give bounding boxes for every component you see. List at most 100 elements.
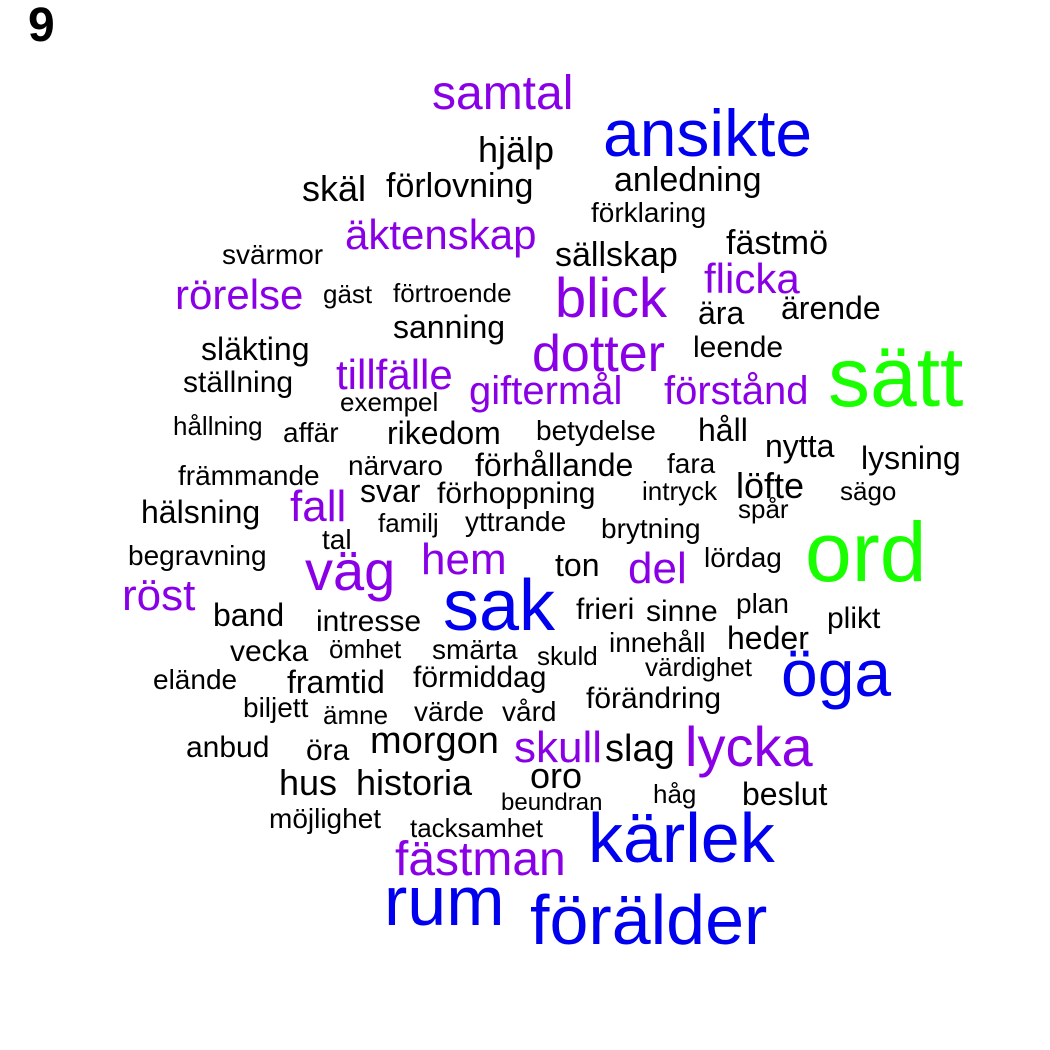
- word-59: hälsning: [141, 494, 261, 530]
- word-31: fästmö: [726, 224, 829, 262]
- word-12: rörelse: [175, 271, 304, 318]
- word-42: exempel: [340, 387, 439, 417]
- word-53: fara: [667, 448, 716, 479]
- word-24: lycka: [685, 715, 813, 778]
- word-85: ämne: [323, 700, 389, 730]
- word-54: svar: [360, 473, 421, 509]
- word-69: intresse: [316, 605, 422, 638]
- word-38: sanning: [393, 309, 506, 345]
- word-64: brytning: [601, 513, 701, 544]
- word-76: smärta: [432, 634, 518, 665]
- word-15: tillfälle: [336, 351, 453, 398]
- word-3: ansikte: [603, 96, 813, 170]
- word-61: yttrande: [465, 506, 567, 537]
- word-14: dotter: [532, 325, 665, 383]
- word-75: ömhet: [329, 634, 402, 664]
- word-83: värdighet: [645, 652, 752, 682]
- word-13: blick: [555, 266, 668, 329]
- word-29: anledning: [614, 161, 762, 199]
- word-22: röst: [122, 571, 196, 620]
- word-4: sak: [443, 566, 556, 646]
- word-96: beundran: [501, 789, 603, 816]
- word-89: anbud: [186, 731, 270, 764]
- word-94: hus: [279, 762, 338, 803]
- word-37: ärende: [781, 290, 881, 326]
- word-88: förändring: [586, 682, 722, 715]
- word-65: begravning: [128, 540, 267, 571]
- word-92: slag: [605, 728, 675, 770]
- panel-number: 9: [28, 0, 55, 52]
- word-93: oro: [530, 755, 583, 796]
- word-36: ära: [698, 295, 745, 331]
- word-11: flicka: [704, 255, 800, 302]
- word-39: släkting: [201, 331, 310, 367]
- word-63: tal: [322, 524, 352, 555]
- word-80: elände: [153, 664, 238, 695]
- word-60: familj: [378, 508, 439, 538]
- word-49: lysning: [861, 440, 961, 476]
- word-16: giftermål: [469, 369, 623, 413]
- word-57: löfte: [736, 465, 805, 506]
- word-44: affär: [283, 417, 339, 448]
- word-45: rikedom: [387, 415, 501, 451]
- word-62: spår: [738, 494, 789, 524]
- word-27: skäl: [302, 168, 367, 209]
- word-72: plan: [736, 588, 789, 619]
- word-67: lördag: [704, 542, 782, 573]
- word-5: öga: [781, 636, 892, 710]
- word-78: innehåll: [609, 627, 706, 658]
- word-23: skull: [514, 723, 603, 772]
- word-74: vecka: [230, 635, 309, 668]
- word-86: värde: [414, 696, 485, 727]
- word-91: morgon: [370, 720, 499, 762]
- word-99: möjlighet: [269, 803, 382, 834]
- word-100: tacksamhet: [410, 813, 543, 843]
- word-26: hjälp: [478, 129, 555, 170]
- word-68: band: [213, 597, 285, 633]
- word-19: väg: [305, 539, 396, 602]
- word-28: förlovning: [386, 167, 534, 205]
- word-51: närvaro: [348, 450, 443, 481]
- word-97: håg: [653, 779, 697, 809]
- word-71: sinne: [646, 595, 718, 628]
- word-47: håll: [698, 412, 748, 448]
- word-87: vård: [502, 696, 557, 727]
- word-84: biljett: [243, 692, 309, 723]
- word-25: fästman: [395, 833, 566, 886]
- word-95: historia: [356, 762, 473, 803]
- word-48: nytta: [765, 428, 835, 464]
- word-30: förklaring: [591, 197, 707, 228]
- word-21: del: [628, 544, 687, 593]
- word-43: hållning: [173, 411, 263, 441]
- word-55: förhoppning: [437, 477, 596, 510]
- word-79: heder: [727, 620, 809, 656]
- word-58: sägo: [840, 476, 897, 506]
- word-18: fall: [290, 482, 347, 531]
- word-50: främmande: [178, 460, 320, 491]
- word-56: intryck: [642, 476, 718, 506]
- word-35: förtroende: [393, 278, 512, 308]
- word-9: samtal: [432, 67, 574, 120]
- word-8: förälder: [530, 881, 768, 959]
- word-82: förmiddag: [413, 661, 547, 694]
- word-10: äktenskap: [345, 211, 537, 258]
- word-73: plikt: [827, 602, 881, 635]
- word-20: hem: [421, 535, 507, 584]
- word-46: betydelse: [536, 415, 656, 446]
- word-2: ord: [805, 505, 927, 599]
- word-77: skuld: [537, 641, 598, 671]
- word-33: sällskap: [555, 236, 678, 274]
- word-7: rum: [384, 862, 505, 940]
- word-32: svärmor: [222, 239, 324, 270]
- word-81: framtid: [287, 664, 385, 700]
- word-34: gäst: [323, 279, 373, 309]
- word-90: öra: [306, 734, 350, 767]
- word-17: förstånd: [664, 369, 809, 413]
- word-66: ton: [555, 547, 600, 583]
- word-52: förhållande: [475, 447, 634, 483]
- word-1: sätt: [828, 330, 964, 424]
- word-41: ställning: [183, 366, 294, 399]
- word-6: kärlek: [588, 799, 775, 877]
- word-98: beslut: [742, 776, 828, 812]
